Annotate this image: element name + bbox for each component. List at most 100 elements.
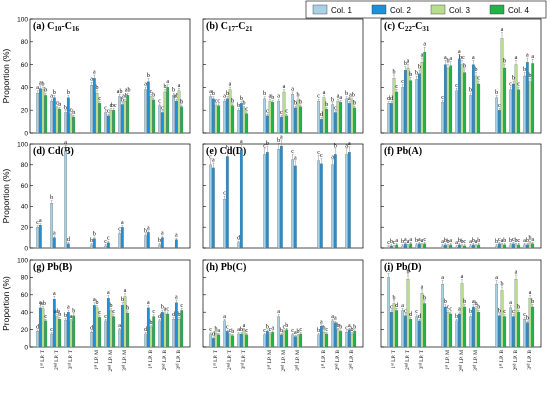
bar: [72, 315, 76, 348]
significance-letter: d: [67, 237, 70, 243]
bar: [163, 91, 167, 134]
legend-label: Col. 4: [508, 6, 529, 15]
bar: [392, 303, 396, 348]
significance-letter: a: [531, 54, 534, 60]
significance-letter: d: [409, 312, 412, 318]
significance-letter: b: [93, 232, 96, 238]
bar: [392, 246, 396, 249]
significance-letter: c: [50, 327, 53, 333]
x-tick-label: 1st LP. B: [498, 350, 506, 369]
bar: [531, 306, 535, 348]
bar: [322, 332, 326, 348]
bar: [223, 198, 227, 249]
significance-letter: d: [390, 96, 393, 102]
bar: [291, 159, 295, 249]
significance-letter: a: [277, 94, 280, 100]
significance-letter: b: [495, 90, 498, 96]
bar: [36, 227, 40, 249]
significance-letter: a: [147, 225, 150, 231]
bar: [523, 75, 527, 134]
bar: [299, 333, 303, 348]
bar: [317, 160, 321, 249]
x-tick-label: 2nd LP. T: [404, 349, 412, 370]
bar: [389, 103, 393, 134]
significance-letter: a: [472, 55, 475, 61]
significance-letter: a: [495, 275, 498, 281]
x-tick-ordinal: 2: [281, 369, 287, 372]
significance-letter: c: [104, 314, 107, 320]
significance-letter: a: [144, 82, 147, 88]
bar: [265, 115, 269, 134]
x-tick-label: 2nd LP. B: [334, 350, 342, 371]
panel-title-part: (b) C: [206, 21, 228, 32]
significance-letter: b: [475, 67, 478, 73]
significance-letter: d: [144, 327, 147, 333]
bar: [166, 313, 170, 348]
significance-letter: a: [387, 268, 390, 274]
significance-letter: b: [515, 238, 518, 244]
significance-letter: a: [93, 297, 96, 303]
x-tick-rest: LP. M: [295, 350, 301, 365]
significance-letter: a: [475, 239, 478, 245]
x-tick-superscript: st: [39, 362, 44, 366]
significance-letter: b: [266, 141, 269, 147]
significance-letter: a: [529, 290, 532, 296]
bar: [106, 115, 110, 134]
x-tick-label: 2nd LP. B: [161, 350, 169, 371]
significance-letter: c: [104, 239, 107, 245]
significance-letter: b: [72, 110, 75, 116]
x-tick-rest: LP. M: [122, 350, 128, 365]
bar: [245, 113, 249, 134]
significance-letter: c: [404, 308, 407, 314]
bar: [511, 243, 515, 249]
significance-letter: c: [245, 328, 248, 334]
bar: [500, 290, 504, 348]
x-tick-rest: LP. M: [267, 350, 273, 365]
bar: [471, 306, 475, 348]
x-tick-superscript: nd: [161, 364, 166, 368]
bar: [509, 244, 513, 249]
significance-letter: b: [469, 88, 472, 94]
bar: [525, 322, 529, 348]
x-tick-ordinal: 3: [68, 366, 74, 369]
x-tick-label: 1st LP. B: [320, 350, 328, 369]
bar: [353, 331, 357, 348]
significance-letter: b: [475, 301, 478, 307]
y-axis-label: Proportion (%): [1, 48, 11, 103]
bar: [503, 67, 507, 134]
significance-letter: b: [461, 239, 464, 245]
significance-letter: a: [469, 239, 472, 245]
bar: [106, 242, 110, 249]
bar: [299, 106, 303, 134]
significance-letter: b: [458, 238, 461, 244]
bar: [64, 319, 68, 348]
significance-letter: c: [512, 237, 515, 243]
significance-letter: a: [147, 300, 150, 306]
panel-frame: [202, 143, 364, 249]
bar: [460, 283, 464, 348]
panel-title: (c) C22-C31: [384, 21, 430, 33]
y-axis-label: Proportion (%): [1, 168, 11, 223]
panel-title-part: (g) Pb(B): [33, 262, 72, 273]
significance-letter: a: [331, 154, 334, 160]
significance-letter: ab: [117, 89, 123, 95]
panel-title-part: -C: [61, 21, 72, 32]
significance-letter: c: [245, 106, 248, 112]
x-tick-ordinal: 3: [241, 366, 247, 369]
significance-letter: b: [447, 239, 450, 245]
significance-letter: b: [463, 63, 466, 69]
significance-letter: a: [501, 238, 504, 244]
x-tick-superscript: nd: [107, 365, 112, 369]
x-tick-label: 3rd LP. M: [294, 350, 302, 371]
bar: [265, 152, 269, 249]
panel-title-part: 22: [405, 25, 413, 33]
legend-label: Col. 1: [331, 6, 352, 15]
x-tick-ordinal: 1: [321, 366, 327, 369]
bar: [38, 224, 42, 249]
significance-letter: b: [297, 92, 300, 98]
x-tick-ordinal: 1: [445, 367, 451, 370]
bar: [446, 67, 450, 134]
